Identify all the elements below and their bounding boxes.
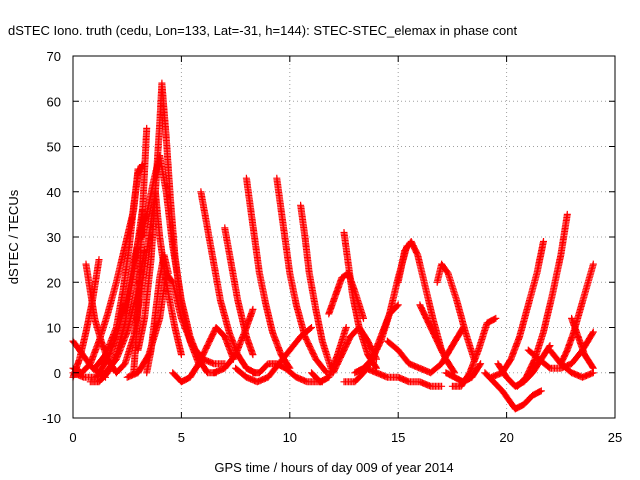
marker-trace (143, 251, 172, 377)
y-tick-label: 0 (54, 366, 61, 381)
marker-trace (383, 324, 467, 377)
series-arc-23 (297, 201, 335, 372)
x-tick-label: 5 (178, 430, 185, 445)
marker-trace (169, 324, 237, 386)
marker-trace (210, 305, 257, 377)
marker-trace (448, 314, 500, 390)
data-points (69, 79, 597, 413)
y-axis-ticks: -10 0 10 20 30 40 50 60 70 (42, 49, 615, 426)
x-axis-ticks: 0 5 10 15 20 25 (69, 56, 622, 445)
series-arc-19 (210, 305, 257, 377)
series-arc-43 (557, 260, 597, 368)
series-arc-16 (197, 188, 259, 377)
y-tick-label: 30 (47, 230, 61, 245)
marker-trace (513, 210, 571, 390)
marker-trace (197, 188, 259, 377)
x-tick-label: 0 (69, 430, 76, 445)
series-arc-25 (325, 269, 367, 322)
x-tick-label: 25 (608, 430, 622, 445)
y-tick-label: 70 (47, 49, 61, 64)
marker-trace (297, 201, 335, 372)
y-tick-label: 40 (47, 185, 61, 200)
y-tick-label: -10 (42, 411, 61, 426)
marker-trace (325, 269, 367, 322)
marker-trace (557, 260, 597, 368)
series-arc-21 (249, 360, 326, 386)
series-arc-15 (169, 324, 237, 386)
marker-trace (487, 238, 547, 381)
y-tick-label: 20 (47, 275, 61, 290)
series-arc-33 (433, 260, 478, 363)
series-arc-36 (383, 324, 467, 377)
series-arc-39 (513, 210, 571, 390)
chart-title: dSTEC Iono. truth (cedu, Lon=133, Lat=-3… (8, 23, 517, 38)
series-arc-14 (143, 251, 172, 377)
series-arc-44 (568, 314, 597, 372)
grid (73, 56, 615, 418)
series-arc-22 (232, 324, 315, 386)
marker-trace (249, 360, 326, 386)
marker-trace (340, 301, 402, 386)
series-arc-37 (481, 369, 545, 413)
x-tick-label: 15 (391, 430, 405, 445)
y-axis-label: dSTEC / TECUs (6, 189, 21, 284)
marker-trace (433, 260, 478, 363)
series-arc-18 (242, 174, 294, 372)
marker-trace (481, 369, 545, 413)
marker-trace (232, 324, 315, 386)
marker-trace (242, 174, 294, 372)
marker-trace (362, 364, 446, 390)
y-tick-label: 10 (47, 321, 61, 336)
y-tick-label: 60 (47, 94, 61, 109)
series-arc-30 (362, 364, 446, 390)
x-tick-label: 10 (283, 430, 297, 445)
x-axis-label: GPS time / hours of day 009 of year 2014 (214, 460, 453, 475)
y-tick-label: 50 (47, 140, 61, 155)
marker-trace (568, 314, 597, 372)
series-arc-29 (340, 301, 402, 386)
series-arc-40 (487, 238, 547, 381)
x-tick-label: 20 (499, 430, 513, 445)
series-arc-35 (448, 314, 500, 390)
